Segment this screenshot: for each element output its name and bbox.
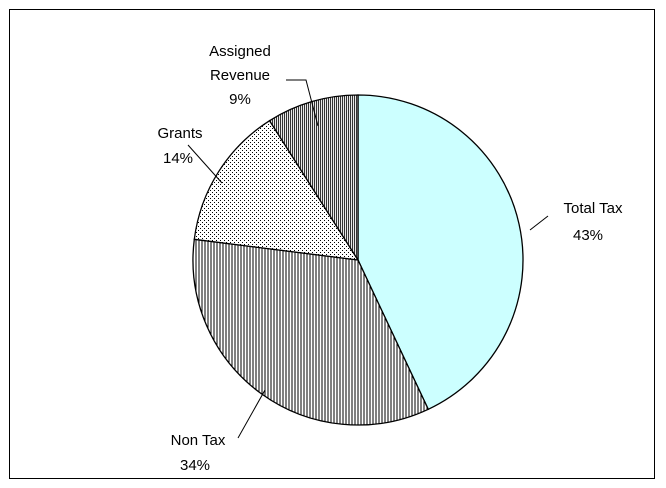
pie-slice-non-tax (192, 238, 430, 426)
leader-line-total-tax (529, 215, 549, 231)
pie-slices (192, 94, 524, 426)
data-label-grants-percent: 14% (163, 150, 193, 167)
data-label-total-tax-percent: 43% (573, 227, 603, 244)
data-label-non-tax-percent: 34% (180, 457, 210, 474)
leader-line-grants (187, 144, 223, 184)
data-label-total-tax-name: Total Tax (564, 200, 623, 217)
data-label-non-tax-name: Non Tax (171, 432, 226, 449)
pie-slice-grants (193, 119, 360, 261)
data-label-assigned-revenue-name: Assigned (209, 43, 271, 60)
leader-lines (187, 79, 549, 439)
leader-line-assigned-revenue (286, 79, 319, 127)
leader-line-non-tax (237, 389, 266, 439)
data-label-grants-name: Grants (157, 125, 202, 142)
data-label-assigned-revenue-percent: 9% (229, 91, 251, 108)
data-labels: Total Tax 43% Non Tax 34% Grants 14% Assigned R… (157, 43, 622, 474)
pie-slice-total-tax (357, 94, 524, 411)
data-label-assigned-revenue-name: Revenue (210, 67, 270, 84)
